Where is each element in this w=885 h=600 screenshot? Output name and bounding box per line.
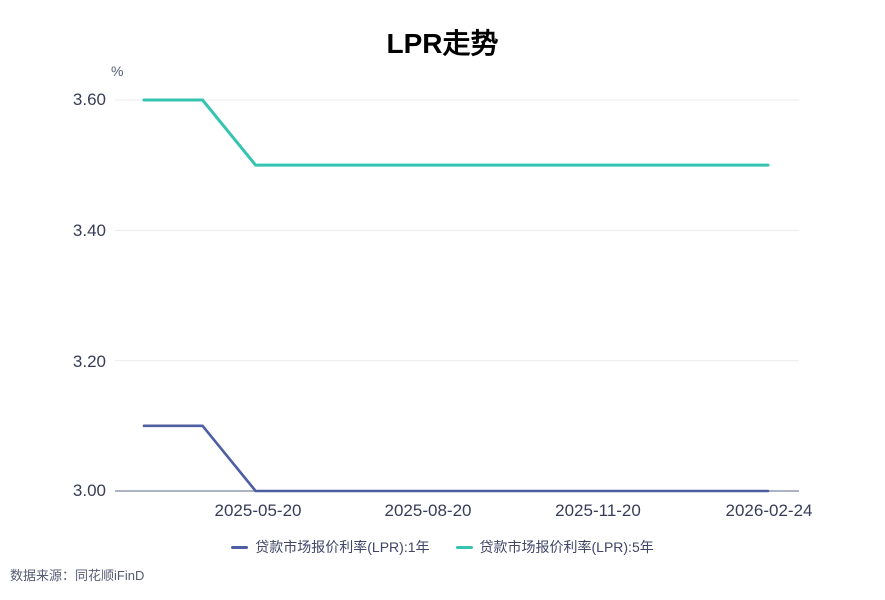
x-axis-tick-label: 2026-02-24 [725,501,813,520]
line-swatch-icon [455,545,473,549]
y-axis-tick-label: 3.00 [72,481,106,500]
data-source-note: 数据来源：同花顺iFinD [10,568,145,583]
y-axis-tick-label: 3.40 [72,221,106,240]
line-swatch-icon [231,545,249,549]
legend-label: 贷款市场报价利率(LPR):1年 [255,539,430,555]
chart-title: LPR走势 [386,28,499,59]
y-axis-tick-label: 3.60 [72,90,106,109]
legend-item-lpr-1y[interactable]: 贷款市场报价利率(LPR):1年 [231,537,430,557]
y-axis-tick-label: 3.20 [72,352,106,371]
y-axis-unit-label: % [111,63,124,79]
legend-label: 贷款市场报价利率(LPR):5年 [479,539,654,555]
legend-item-lpr-5y[interactable]: 贷款市场报价利率(LPR):5年 [455,537,654,557]
x-axis-tick-label: 2025-08-20 [384,501,472,520]
x-axis-tick-label: 2025-05-20 [214,501,302,520]
series-line [142,98,770,167]
x-axis-tick-label: 2025-11-20 [555,501,641,520]
series-line [142,424,770,493]
legend: 贷款市场报价利率(LPR):1年 贷款市场报价利率(LPR):5年 [0,537,885,557]
